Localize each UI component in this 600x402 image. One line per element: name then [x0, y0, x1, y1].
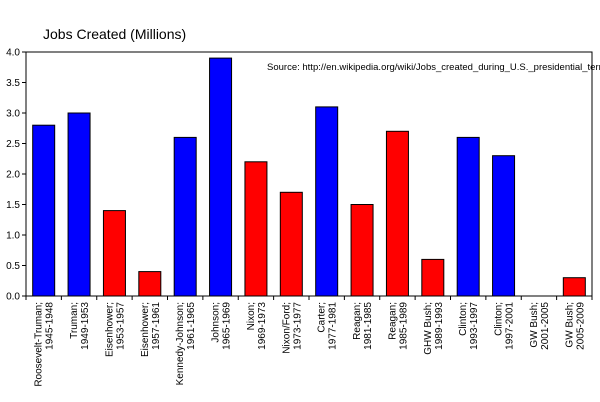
y-tick-label: 4.0: [6, 48, 20, 59]
y-tick-label: 3.5: [6, 78, 20, 89]
category-label: Nixon/Ford;: [281, 302, 292, 354]
bars: [32, 57, 586, 297]
category-label: Nixon;: [246, 302, 257, 330]
bar: [138, 271, 162, 297]
y-tick-label: 2.5: [6, 139, 20, 150]
category-label: 1945-1948: [45, 302, 56, 350]
category-label: Reagan;: [352, 302, 363, 340]
category-label: 1973-1977: [292, 302, 303, 350]
category-label: 1949-1953: [80, 302, 91, 350]
category-labels: Roosevelt-Truman; 1945-1948 Truman; 1949-19…: [34, 302, 587, 387]
bar: [456, 136, 480, 297]
category-label: Clinton;: [494, 302, 505, 336]
category-label: 1989-1993: [434, 302, 445, 350]
category-label: GW Bush;: [529, 302, 540, 348]
category-label: 2005-2009: [575, 302, 586, 350]
axes: 0.0 0.5 1.0 1.5 2.0 2.5 3.0 3.5 4.0: [6, 48, 593, 303]
y-tick-label: 1.5: [6, 200, 20, 211]
source-note: Source: http://en.wikipedia.org/wiki/Job…: [267, 62, 600, 73]
bar: [173, 136, 197, 297]
bar: [492, 155, 516, 297]
category-label: Clinton;: [458, 302, 469, 336]
category-label: Johnson;: [211, 302, 222, 343]
category-label: 2001-2005: [540, 302, 551, 350]
category-label: Carter;: [317, 302, 328, 333]
bar: [562, 277, 586, 297]
category-label: Roosevelt-Truman;: [34, 302, 45, 387]
category-label: Reagan;: [387, 302, 398, 340]
y-tick-label: 0.0: [6, 292, 20, 303]
bar: [102, 210, 126, 297]
bar: [244, 161, 268, 297]
y-tick-label: 3.0: [6, 109, 20, 120]
bar: [315, 106, 339, 297]
category-label: 1981-1985: [363, 302, 374, 350]
category-label: 1953-1957: [115, 302, 126, 350]
category-label: Truman;: [69, 302, 80, 339]
category-label: 1977-1981: [328, 302, 339, 350]
category-label: GW Bush;: [564, 302, 575, 348]
bar: [421, 258, 445, 297]
bar: [385, 130, 409, 297]
y-tick-label: 1.0: [6, 231, 20, 242]
category-label: 1965-1969: [222, 302, 233, 350]
category-label: 1961-1965: [186, 302, 197, 350]
category-label: Eisenhower;: [140, 302, 151, 357]
bar: [209, 57, 233, 297]
category-label: 1997-2001: [505, 302, 516, 350]
category-label: Kennedy-Johnson;: [175, 302, 186, 385]
category-label: 1985-1989: [398, 302, 409, 350]
y-tick-label: 2.0: [6, 170, 20, 181]
y-tick-label: 0.5: [6, 261, 20, 272]
bar: [67, 112, 91, 297]
chart-title: Jobs Created (Millions): [43, 26, 186, 42]
category-label: Eisenhower;: [104, 302, 115, 357]
bar: [279, 191, 303, 297]
category-label: 1957-1961: [151, 302, 162, 350]
category-label: 1993-1997: [469, 302, 480, 350]
bar: [350, 204, 374, 297]
category-label: 1969-1973: [257, 302, 268, 350]
category-label: GHW Bush;: [423, 302, 434, 355]
bar: [32, 124, 56, 297]
